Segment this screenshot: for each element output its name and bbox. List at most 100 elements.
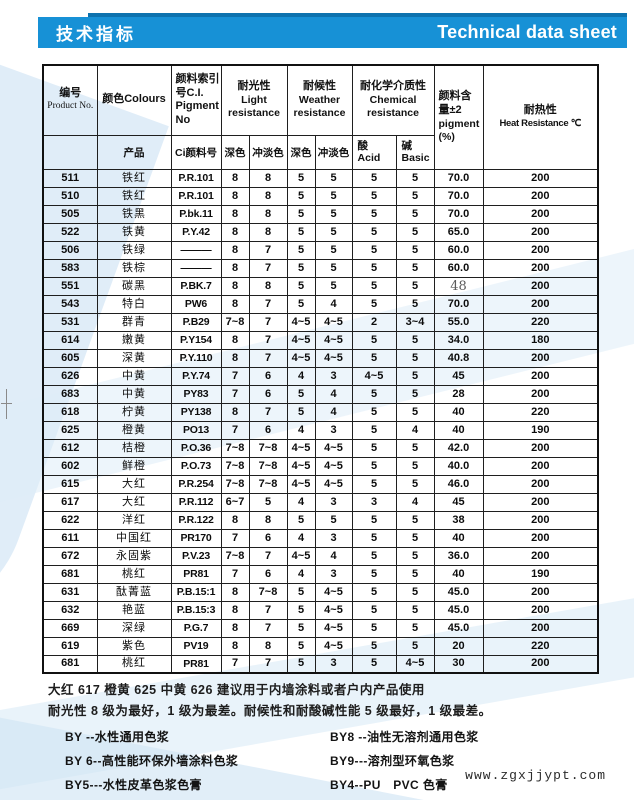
table-cell: 4~5: [314, 330, 353, 350]
tint-label: 冲淡色: [252, 146, 284, 159]
table-cell: 5: [395, 258, 435, 278]
table-cell: 5: [351, 636, 397, 656]
table-cell: 5: [395, 600, 435, 620]
table-cell: P.Y.110: [170, 348, 222, 368]
table-cell: 45: [433, 492, 484, 512]
table-cell: 5: [395, 474, 435, 494]
table-cell: 5: [395, 348, 435, 368]
table-cell: 3: [314, 366, 353, 386]
table-cell: 5: [286, 258, 316, 278]
table-cell: 5: [351, 528, 397, 548]
table-cell: 7~8: [248, 582, 288, 602]
table-cell: PR170: [170, 528, 222, 548]
table-cell: 4: [286, 420, 316, 440]
table-cell: P.B29: [170, 312, 222, 332]
table-cell: 5: [248, 492, 288, 512]
table-cell: 65.0: [433, 222, 484, 242]
pigment-label-zh: 颜料含量±2: [438, 90, 472, 117]
light-label-zh: 耐光性: [237, 80, 271, 93]
table-cell: 605: [42, 348, 98, 368]
table-cell: 8: [248, 276, 288, 296]
table-row: 615 大红 P.R.254 7~8 7~8 4~5 4~5 5 5 46.0 200: [42, 474, 599, 494]
weather-label-en: Weather resistance: [293, 94, 346, 120]
table-cell: 5: [286, 600, 316, 620]
table-row: 605 深黄 P.Y.110 8 7 4~5 4~5 5 5 40.8 200: [42, 348, 599, 368]
table-cell: 40: [433, 420, 484, 440]
table-cell: 4~5: [286, 456, 316, 476]
table-cell: 7~8: [220, 312, 250, 332]
table-cell: P.Y154: [170, 330, 222, 350]
table-cell: 5: [351, 618, 397, 638]
table-cell: 522: [42, 222, 98, 242]
table-cell: 5: [395, 168, 435, 188]
table-cell: 4~5: [314, 438, 353, 458]
table-row: 626 中黄 P.Y.74 7 6 4 3 4~5 5 45 200: [42, 366, 599, 386]
table-cell: P.R.112: [170, 492, 222, 512]
table-cell: 42.0: [433, 438, 484, 458]
table-cell: 48: [433, 276, 484, 296]
table-cell: 6~7: [220, 492, 250, 512]
table-row: 531 群青 P.B29 7~8 7 4~5 4~5 2 3~4 55.0 220: [42, 312, 599, 332]
tint-label: 冲淡色: [317, 146, 350, 159]
table-cell: 铁黑: [96, 204, 172, 224]
table-cell: 626: [42, 366, 98, 386]
col-header-weather-resistance: 耐候性 Weather resistance: [286, 64, 353, 136]
table-cell: P.G.7: [170, 618, 222, 638]
table-cell: 200: [482, 384, 599, 404]
product-no-label-zh: 编号: [59, 87, 82, 100]
table-cell: 8: [248, 204, 288, 224]
table-cell: 7: [248, 294, 288, 314]
table-cell: 4: [314, 384, 353, 404]
table-row: 511 铁红 P.R.101 8 8 5 5 5 5 70.0 200: [42, 168, 599, 188]
table-cell: 4~5: [314, 474, 353, 494]
table-cell: P.Y.42: [170, 222, 222, 242]
table-cell: 602: [42, 456, 98, 476]
table-cell: 611: [42, 528, 98, 548]
table-row: 614 嫩黄 P.Y154 8 7 4~5 4~5 5 5 34.0 180: [42, 330, 599, 350]
table-cell: 220: [482, 636, 599, 656]
legend-item-by4: BY4--PU PVC 色膏: [330, 778, 448, 792]
table-cell: 5: [286, 222, 316, 242]
table-cell: 铁绿: [96, 240, 172, 260]
basic-label-en: Basic: [401, 152, 430, 164]
table-cell: 永固紫: [96, 546, 172, 566]
table-cell: 4~5: [314, 600, 353, 620]
table-cell: 70.0: [433, 204, 484, 224]
table-cell: 8: [220, 348, 250, 368]
table-cell: 5: [351, 168, 397, 188]
table-cell: 6: [248, 384, 288, 404]
table-cell: 8: [220, 600, 250, 620]
table-cell: 4~5: [314, 582, 353, 602]
table-cell: 5: [351, 276, 397, 296]
table-cell: 大红: [96, 492, 172, 512]
legend-item-by8: BY8 --油性无溶剂通用色浆: [330, 730, 479, 744]
table-cell: 5: [351, 546, 397, 566]
table-row: 612 桔橙 P.O.36 7~8 7~8 4~5 4~5 5 5 42.0 200: [42, 438, 599, 458]
table-cell: 7: [220, 564, 250, 584]
table-cell: 5: [351, 564, 397, 584]
table-cell: P.Y.74: [170, 366, 222, 386]
acid-label-en: Acid: [357, 152, 381, 164]
table-cell: 深绿: [96, 618, 172, 638]
table-cell: 洋红: [96, 510, 172, 530]
table-cell: 8: [220, 258, 250, 278]
product-series-legend: BY --水性通用色浆 BY8 --油性无溶剂通用色浆 BY 6--高性能环保外…: [65, 728, 605, 800]
table-cell: 5: [351, 402, 397, 422]
table-cell: 5: [395, 402, 435, 422]
table-cell: 70.0: [433, 186, 484, 206]
table-cell: 5: [395, 564, 435, 584]
table-cell: 铁红: [96, 186, 172, 206]
page-title-zh: 技术指标: [56, 25, 136, 44]
table-body: 511 铁红 P.R.101 8 8 5 5 5 5 70.0 200 510 铁红 P.R.101 8 8 5…: [42, 168, 599, 674]
table-cell: 特白: [96, 294, 172, 314]
table-cell: 中黄: [96, 384, 172, 404]
table-cell: 嫩黄: [96, 330, 172, 350]
table-cell: 7~8: [220, 474, 250, 494]
table-cell: PR81: [170, 654, 222, 674]
table-cell: 8: [220, 294, 250, 314]
table-cell: 碳黑: [96, 276, 172, 296]
table-cell: 200: [482, 366, 599, 386]
table-cell: 200: [482, 258, 599, 278]
table-cell: 5: [351, 348, 397, 368]
table-cell: 4: [286, 528, 316, 548]
